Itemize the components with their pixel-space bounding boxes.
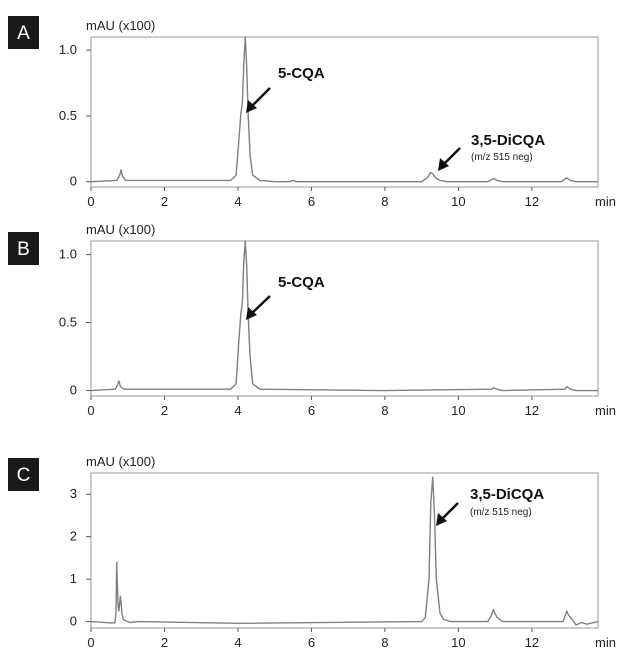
y-tick-label: 0	[70, 174, 77, 189]
y-tick-label: 2	[70, 529, 77, 544]
x-tick-label: 2	[161, 194, 168, 209]
y-tick-label: 3	[70, 486, 77, 501]
y-tick-label: 0	[70, 614, 77, 629]
x-tick-label: 12	[525, 635, 539, 650]
x-tick-label: 4	[234, 194, 241, 209]
annotation-label: 5-CQA	[278, 274, 325, 291]
x-axis-unit-label: min	[595, 635, 616, 650]
x-tick-label: 6	[308, 635, 315, 650]
x-tick-label: 12	[525, 403, 539, 418]
annotation-label: 3,5-DiCQA	[470, 486, 544, 503]
x-tick-label: 8	[381, 194, 388, 209]
x-tick-label: 10	[451, 403, 465, 418]
y-tick-label: 0	[70, 383, 77, 398]
y-tick-label: 0.5	[59, 108, 77, 123]
annotation-label: 3,5-DiCQA	[471, 132, 545, 149]
chromatogram-trace	[91, 241, 598, 391]
x-axis-unit-label: min	[595, 403, 616, 418]
x-tick-label: 4	[234, 635, 241, 650]
panel-letter: A	[17, 23, 30, 44]
x-tick-label: 12	[525, 194, 539, 209]
annotation-35dicqa: 3,5-DiCQA (m/z 515 neg)	[438, 132, 545, 171]
x-tick-label: 2	[161, 403, 168, 418]
x-tick-label: 4	[234, 403, 241, 418]
x-tick-label: 0	[87, 635, 94, 650]
y-axis-unit-label: mAU (x100)	[86, 222, 155, 237]
x-tick-label: 0	[87, 194, 94, 209]
y-axis-unit-label: mAU (x100)	[86, 18, 155, 33]
plot-frame	[91, 241, 598, 396]
panel-letter: C	[17, 465, 31, 486]
x-tick-label: 8	[381, 403, 388, 418]
plot-frame	[91, 37, 598, 187]
annotation-sublabel: (m/z 515 neg)	[470, 507, 532, 518]
x-tick-label: 10	[451, 635, 465, 650]
x-tick-label: 6	[308, 403, 315, 418]
y-tick-label: 1	[70, 571, 77, 586]
annotation-sublabel: (m/z 515 neg)	[471, 152, 533, 163]
y-tick-label: 0.5	[59, 315, 77, 330]
panel-letter: B	[17, 239, 30, 260]
annotation-5cqa: 5-CQA	[246, 274, 325, 320]
annotation-5cqa: 5-CQA	[246, 65, 325, 113]
y-axis-unit-label: mAU (x100)	[86, 454, 155, 469]
y-tick-label: 1.0	[59, 42, 77, 57]
annotation-35dicqa: 3,5-DiCQA (m/z 515 neg)	[436, 486, 544, 526]
x-tick-label: 6	[308, 194, 315, 209]
x-tick-label: 8	[381, 635, 388, 650]
x-tick-label: 0	[87, 403, 94, 418]
y-tick-label: 1.0	[59, 247, 77, 262]
x-axis-unit-label: min	[595, 194, 616, 209]
x-tick-label: 10	[451, 194, 465, 209]
chromatogram-panel-b: B mAU (x100) 0 2 4 6 8 10 12 0 0.5 1.0 min 5-CQA	[8, 222, 616, 418]
x-tick-label: 2	[161, 635, 168, 650]
annotation-label: 5-CQA	[278, 65, 325, 82]
